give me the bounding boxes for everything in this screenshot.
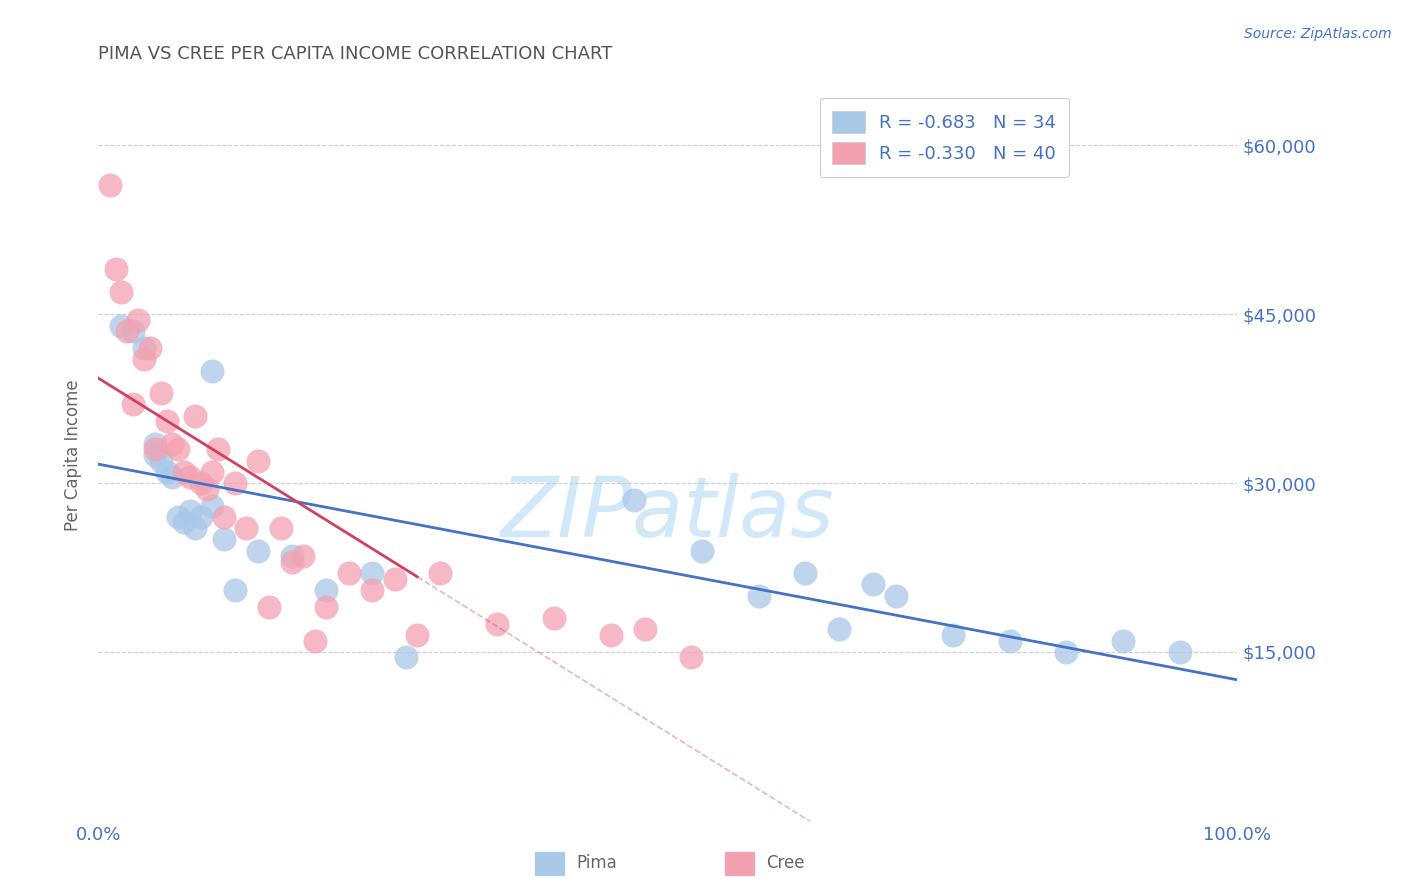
Point <box>167 442 190 457</box>
Point <box>998 633 1021 648</box>
Point <box>634 623 657 637</box>
Text: PIMA VS CREE PER CAPITA INCOME CORRELATION CHART: PIMA VS CREE PER CAPITA INCOME CORRELATI… <box>98 45 613 62</box>
Point <box>207 442 229 457</box>
Point <box>337 566 360 580</box>
Point <box>190 509 212 524</box>
Point <box>121 324 143 338</box>
Point <box>828 623 851 637</box>
Point <box>292 549 315 564</box>
Point <box>145 448 167 462</box>
Point <box>201 499 224 513</box>
Point <box>1112 633 1135 648</box>
Point <box>281 549 304 564</box>
Point <box>315 582 337 597</box>
Point <box>212 509 235 524</box>
Point <box>246 543 269 558</box>
Point <box>110 285 132 299</box>
Point <box>201 363 224 377</box>
Point <box>115 324 138 338</box>
Point <box>270 521 292 535</box>
Point <box>395 650 418 665</box>
Point <box>156 414 179 428</box>
Point <box>156 465 179 479</box>
Point <box>793 566 815 580</box>
Point <box>167 509 190 524</box>
Point <box>201 465 224 479</box>
Point <box>145 442 167 457</box>
Point <box>235 521 257 535</box>
Text: ZIPatlas: ZIPatlas <box>501 473 835 554</box>
Text: Pima: Pima <box>576 855 617 872</box>
Point <box>98 178 121 192</box>
Text: Source: ZipAtlas.com: Source: ZipAtlas.com <box>1244 27 1392 41</box>
Point <box>600 628 623 642</box>
Point <box>121 397 143 411</box>
Point <box>259 599 281 614</box>
Text: Cree: Cree <box>766 855 804 872</box>
Point <box>132 341 155 355</box>
Point <box>304 633 326 648</box>
Point <box>281 555 304 569</box>
Point <box>246 453 269 467</box>
Point <box>360 566 382 580</box>
Point <box>429 566 451 580</box>
Point <box>179 504 201 518</box>
Point <box>690 543 713 558</box>
Legend: R = -0.683   N = 34, R = -0.330   N = 40: R = -0.683 N = 34, R = -0.330 N = 40 <box>820 98 1069 177</box>
Point <box>110 318 132 333</box>
Point <box>748 589 770 603</box>
Point <box>315 599 337 614</box>
Point <box>623 492 645 507</box>
Point <box>224 476 246 491</box>
Point <box>173 465 195 479</box>
Point <box>1170 645 1192 659</box>
Point <box>212 533 235 547</box>
Point <box>179 470 201 484</box>
Point <box>184 409 207 423</box>
Point <box>884 589 907 603</box>
Point <box>543 611 565 625</box>
Point <box>942 628 965 642</box>
Point <box>173 516 195 530</box>
Point <box>406 628 429 642</box>
Point <box>127 313 149 327</box>
Point <box>138 341 160 355</box>
Point <box>104 262 127 277</box>
Point <box>190 476 212 491</box>
Point <box>150 453 173 467</box>
Y-axis label: Per Capita Income: Per Capita Income <box>65 379 83 531</box>
Point <box>360 582 382 597</box>
Point <box>162 436 184 450</box>
Point <box>679 650 702 665</box>
Point <box>132 352 155 367</box>
Point <box>150 386 173 401</box>
Point <box>162 470 184 484</box>
Point <box>224 582 246 597</box>
Point <box>184 521 207 535</box>
Point <box>486 616 509 631</box>
Point <box>1054 645 1078 659</box>
Point <box>862 577 884 591</box>
Point <box>145 436 167 450</box>
Point <box>195 482 218 496</box>
Point <box>384 572 406 586</box>
